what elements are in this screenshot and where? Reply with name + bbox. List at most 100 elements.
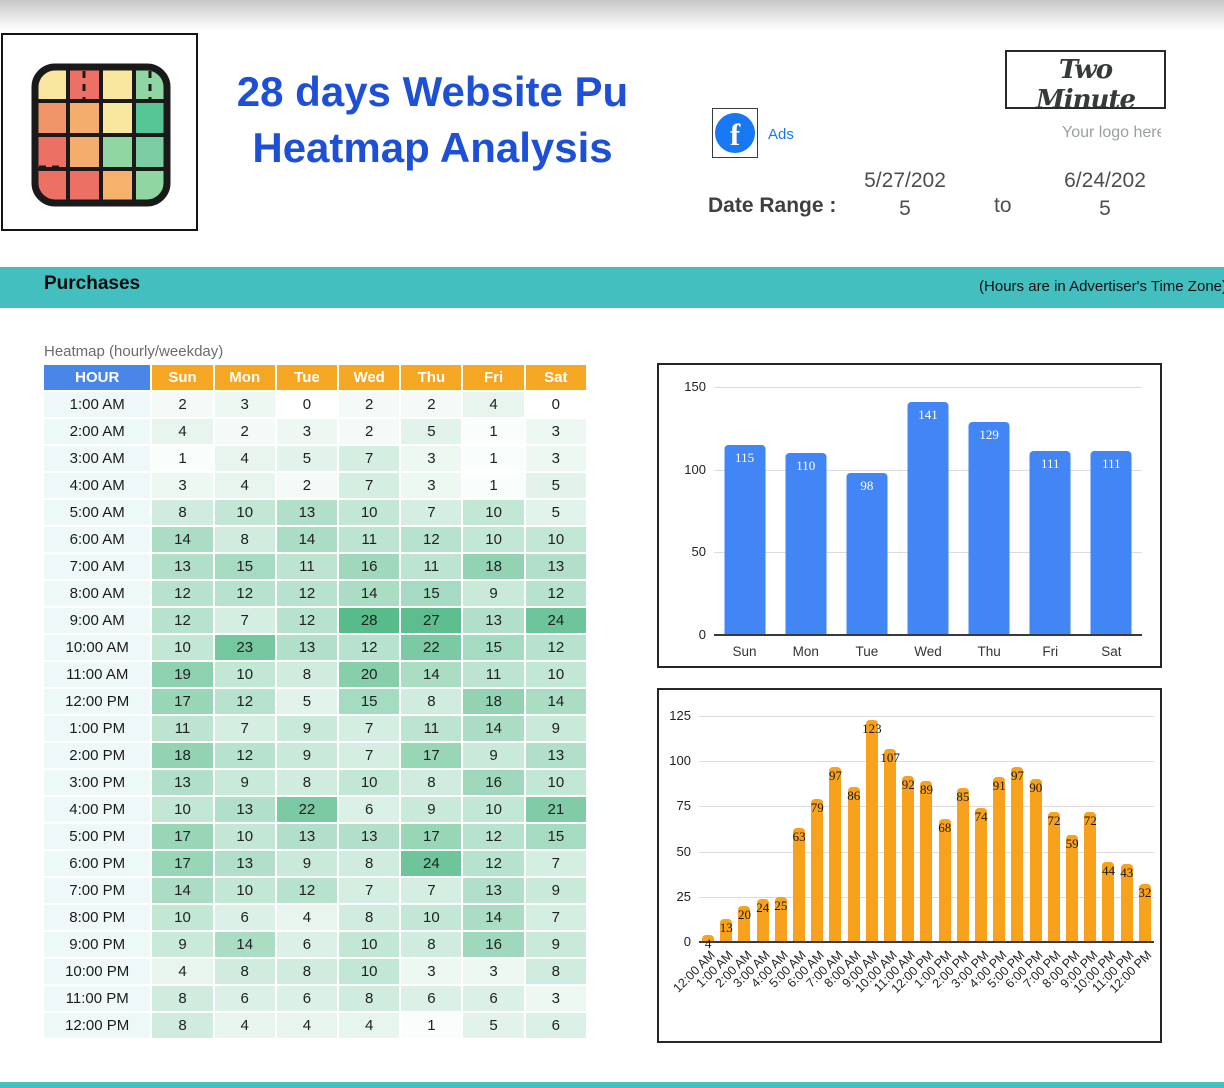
heatmap-cell: 13 xyxy=(463,878,524,903)
bar-slot: 90 6:00 PM xyxy=(1003,716,1046,991)
heatmap-cell: 11 xyxy=(463,662,524,687)
heatmap-cell: 12 xyxy=(276,608,338,633)
heatmap-row-hour: 4:00 PM xyxy=(44,797,151,822)
heatmap-cell: 4 xyxy=(152,959,213,984)
table-row: 11:00 AM 19 10 8 20 14 11 10 xyxy=(44,662,586,687)
heatmap-caption: Heatmap (hourly/weekday) xyxy=(44,343,224,360)
heatmap-cell: 3 xyxy=(214,392,275,417)
heatmap-cell: 15 xyxy=(525,824,586,849)
heatmap-cell: 14 xyxy=(152,527,213,552)
bar xyxy=(902,775,915,942)
table-row: 3:00 PM 13 9 8 10 8 16 10 xyxy=(44,770,586,795)
y-axis-tick-label: 50 xyxy=(676,843,691,859)
bottom-teal-strip xyxy=(0,1082,1224,1088)
heatmap-cell: 10 xyxy=(152,797,213,822)
heatmap-header-row: HOUR Sun Mon Tue Wed Thu Fri Sat xyxy=(44,365,586,390)
bar-slot: 129 Thu xyxy=(959,387,1020,659)
bar-value-label: 63 xyxy=(792,829,806,845)
heatmap-row-hour: 11:00 PM xyxy=(44,986,151,1011)
heatmap-cell: 24 xyxy=(525,608,586,633)
x-axis-line xyxy=(699,941,1154,943)
heatmap-cell: 3 xyxy=(152,473,213,498)
heatmap-cell: 16 xyxy=(463,932,524,957)
heatmap-cell: 2 xyxy=(214,419,275,444)
heatmap-cell: 15 xyxy=(214,554,275,579)
heatmap-cell: 7 xyxy=(339,743,400,768)
table-row: 6:00 AM 14 8 14 11 12 10 10 xyxy=(44,527,586,552)
heatmap-cell: 13 xyxy=(276,500,338,525)
bar-value-label: 68 xyxy=(938,820,952,836)
bar xyxy=(774,896,787,942)
heatmap-cell: 14 xyxy=(463,716,524,741)
heatmap-cell: 10 xyxy=(214,500,275,525)
heatmap-cell: 5 xyxy=(401,419,462,444)
bar-value-label: 115 xyxy=(735,449,755,465)
bar-value-label: 98 xyxy=(860,477,874,493)
y-axis-tick-label: 0 xyxy=(698,627,706,642)
bar-value-label: 141 xyxy=(918,406,938,422)
date-range-separator: to xyxy=(994,194,1012,217)
heatmap-row-hour: 5:00 PM xyxy=(44,824,151,849)
heatmap-cell: 12 xyxy=(463,824,524,849)
bar-value-label: 123 xyxy=(862,720,882,736)
heatmap-cell: 8 xyxy=(339,986,400,1011)
bar-slot: 89 12:00 PM xyxy=(889,716,936,996)
bar-value-label: 44 xyxy=(1101,863,1115,879)
heatmap-cell: 8 xyxy=(401,770,462,795)
heatmap-cell: 7 xyxy=(525,905,586,930)
heatmap-cell: 12 xyxy=(214,689,275,714)
bar-slot: 20 2:00 AM xyxy=(712,716,754,990)
heatmap-cell: 14 xyxy=(339,581,400,606)
table-row: 2:00 PM 18 12 9 7 17 9 13 xyxy=(44,743,586,768)
heatmap-row-hour: 2:00 PM xyxy=(44,743,151,768)
heatmap-cell: 5 xyxy=(276,689,338,714)
heatmap-col-header: Mon xyxy=(214,365,275,390)
x-axis-label: Tue xyxy=(855,644,879,659)
heatmap-cell: 9 xyxy=(525,932,586,957)
heatmap-cell: 18 xyxy=(152,743,213,768)
heatmap-cell: 12 xyxy=(276,878,338,903)
heatmap-row-hour: 10:00 AM xyxy=(44,635,151,660)
heatmap-row-hour: 1:00 AM xyxy=(44,392,151,417)
bar xyxy=(1090,451,1132,635)
table-row: 2:00 AM 4 2 3 2 5 1 3 xyxy=(44,419,586,444)
y-axis-tick-label: 0 xyxy=(683,934,691,949)
table-row: 10:00 AM 10 23 13 12 22 15 12 xyxy=(44,635,586,660)
heatmap-cell: 10 xyxy=(525,662,586,687)
heatmap-cell: 17 xyxy=(401,824,462,849)
heatmap-cell: 9 xyxy=(276,716,338,741)
bar xyxy=(975,808,988,942)
date-range-start: 5/27/2025 xyxy=(864,169,946,220)
heatmap-row-hour: 11:00 AM xyxy=(44,662,151,687)
heatmap-cell: 4 xyxy=(214,473,275,498)
heatmap-cell: 6 xyxy=(339,797,400,822)
bar xyxy=(1084,811,1097,942)
heatmap-cell: 11 xyxy=(401,554,462,579)
heatmap-row-hour: 9:00 AM xyxy=(44,608,151,633)
bar-value-label: 59 xyxy=(1065,836,1079,852)
heatmap-cell: 9 xyxy=(276,851,338,876)
x-axis-line xyxy=(714,634,1142,636)
top-gradient-strip xyxy=(0,0,1224,30)
heatmap-cell: 10 xyxy=(214,878,275,903)
heatmap-cell: 8 xyxy=(525,959,586,984)
heatmap-cell: 6 xyxy=(401,986,462,1011)
heatmap-row-hour: 6:00 PM xyxy=(44,851,151,876)
heatmap-cell: 10 xyxy=(463,527,524,552)
heatmap-cell: 6 xyxy=(214,905,275,930)
heatmap-cell: 13 xyxy=(276,824,338,849)
bar xyxy=(1029,451,1071,635)
heatmap-row-hour: 3:00 PM xyxy=(44,770,151,795)
bar-value-label: 86 xyxy=(847,787,861,803)
bar-slot: 98 Tue xyxy=(836,387,897,659)
heatmap-row-hour: 10:00 PM xyxy=(44,959,151,984)
y-axis-tick-label: 75 xyxy=(676,798,691,814)
y-axis-tick-label: 150 xyxy=(684,379,706,394)
bar-slot: 4 12:00 AM xyxy=(671,716,718,995)
table-row: 7:00 PM 14 10 12 7 7 13 9 xyxy=(44,878,586,903)
heatmap-cell: 13 xyxy=(276,635,338,660)
bar-value-label: 4 xyxy=(704,935,712,951)
table-row: 12:00 PM 17 12 5 15 8 18 14 xyxy=(44,689,586,714)
heatmap-col-header: Tue xyxy=(276,365,338,390)
heatmap-cell: 5 xyxy=(276,446,338,471)
